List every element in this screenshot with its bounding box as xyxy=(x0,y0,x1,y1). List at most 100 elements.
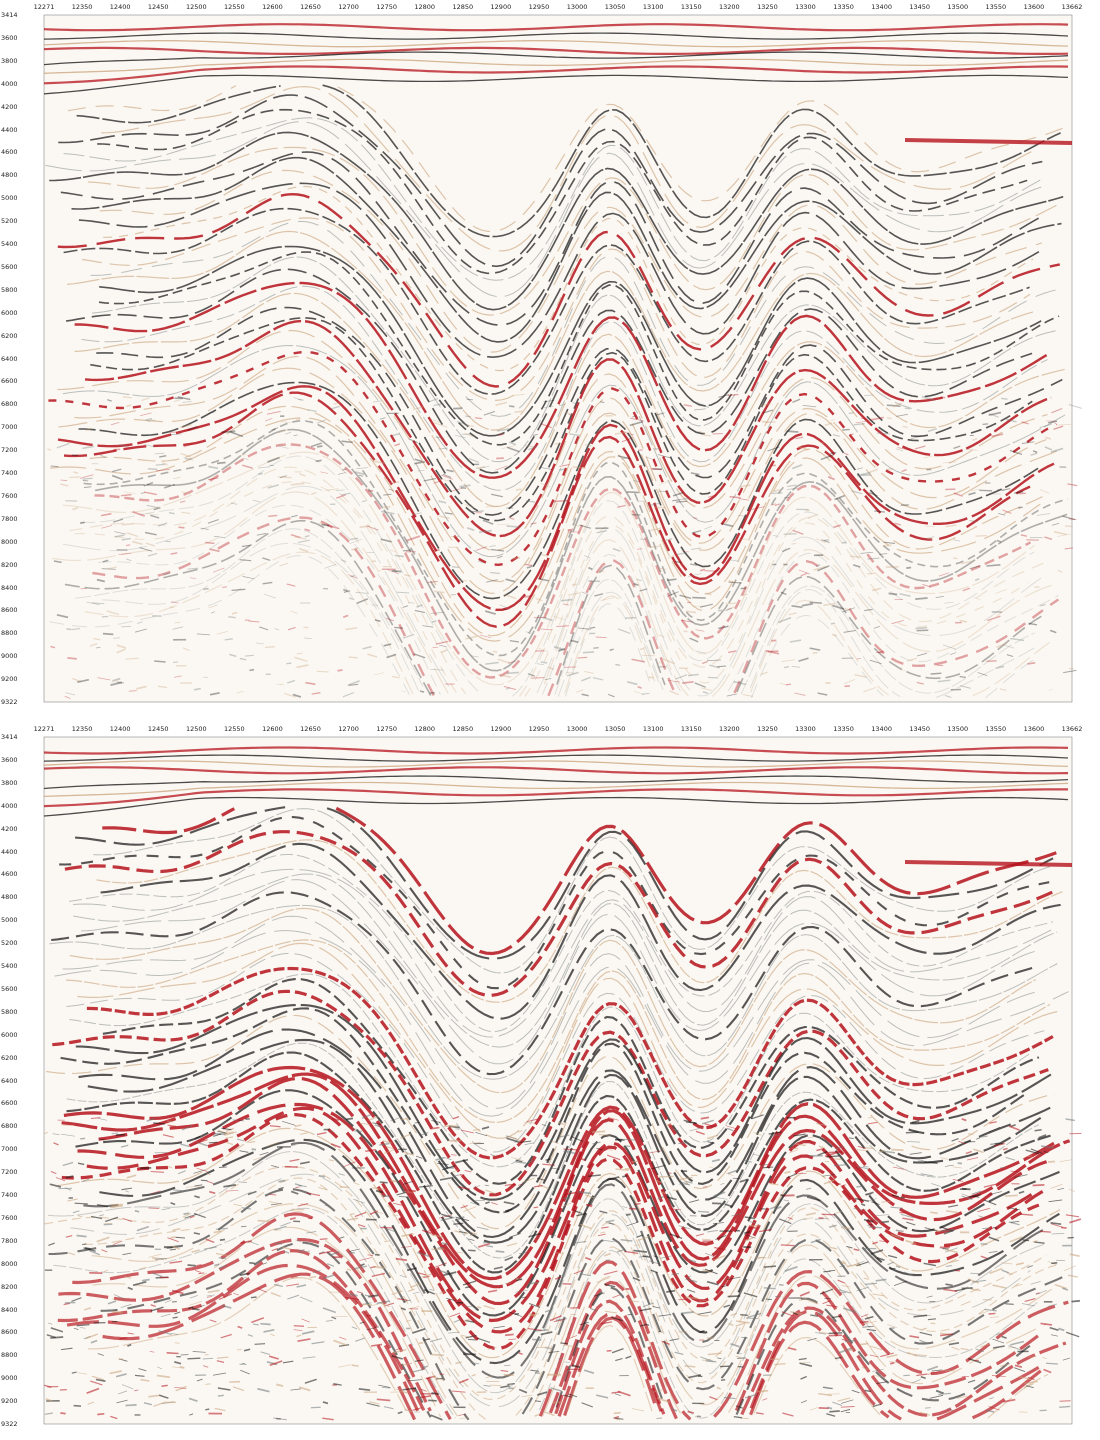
noise-mark xyxy=(735,1355,742,1359)
noise-mark xyxy=(578,627,591,630)
noise-mark xyxy=(655,412,665,416)
noise-mark xyxy=(688,1374,702,1379)
noise-mark xyxy=(60,1347,73,1351)
noise-mark xyxy=(623,1138,637,1141)
noise-mark xyxy=(961,1187,971,1191)
noise-mark xyxy=(205,1408,210,1411)
noise-mark xyxy=(390,481,400,484)
noise-mark xyxy=(881,1220,890,1224)
noise-mark xyxy=(856,1286,870,1292)
noise-mark xyxy=(996,1332,1005,1336)
noise-mark xyxy=(1001,1269,1009,1274)
noise-mark xyxy=(917,1159,924,1163)
noise-mark xyxy=(171,1366,185,1369)
y-tick-label: 4200 xyxy=(1,102,18,111)
noise-mark xyxy=(948,1259,960,1264)
noise-mark xyxy=(690,563,697,566)
noise-mark xyxy=(552,1168,560,1170)
noise-mark xyxy=(89,1249,101,1256)
noise-mark xyxy=(371,458,378,461)
x-tick-label: 13300 xyxy=(795,3,816,11)
noise-mark xyxy=(1018,1375,1032,1381)
x-tick-label: 13300 xyxy=(795,725,816,733)
noise-mark xyxy=(680,1311,694,1315)
noise-mark xyxy=(318,1186,328,1191)
noise-mark xyxy=(594,593,604,597)
noise-mark xyxy=(1038,1134,1047,1139)
noise-mark xyxy=(157,1366,163,1370)
noise-mark xyxy=(350,537,359,541)
noise-mark xyxy=(527,1328,542,1331)
noise-mark xyxy=(270,1333,275,1337)
noise-mark xyxy=(864,1315,874,1320)
reflector-line xyxy=(49,555,1040,699)
noise-mark xyxy=(442,473,452,478)
noise-mark xyxy=(968,491,976,496)
noise-mark xyxy=(96,646,101,649)
noise-mark xyxy=(555,1276,562,1280)
noise-mark xyxy=(277,429,288,434)
noise-mark xyxy=(857,1145,866,1150)
noise-mark xyxy=(127,1332,134,1335)
reflector-line xyxy=(43,23,1069,32)
noise-mark xyxy=(1015,1262,1024,1266)
noise-mark xyxy=(381,1386,391,1389)
noise-mark xyxy=(351,547,359,551)
reflector-line xyxy=(93,808,1054,974)
noise-mark xyxy=(920,1327,927,1331)
noise-mark xyxy=(121,1187,133,1191)
noise-mark xyxy=(782,1412,794,1417)
noise-mark xyxy=(495,401,508,406)
noise-mark xyxy=(641,654,656,657)
noise-mark xyxy=(402,1387,417,1391)
noise-mark xyxy=(475,466,486,470)
noise-mark xyxy=(798,1357,807,1361)
noise-mark xyxy=(427,580,438,584)
noise-mark xyxy=(1014,1367,1026,1373)
noise-mark xyxy=(82,445,95,450)
noise-mark xyxy=(124,1276,132,1279)
noise-mark xyxy=(478,529,492,534)
y-tick-label: 7400 xyxy=(1,1191,18,1199)
noise-mark xyxy=(739,593,748,597)
noise-mark xyxy=(558,648,566,652)
noise-mark xyxy=(687,1289,696,1293)
noise-mark xyxy=(841,1226,851,1230)
y-tick-label: 8400 xyxy=(1,1305,18,1314)
noise-mark xyxy=(840,1406,855,1408)
noise-mark xyxy=(727,1295,741,1298)
noise-mark xyxy=(331,1117,339,1122)
reflector-line xyxy=(84,551,1052,698)
noise-mark xyxy=(269,464,274,467)
noise-mark xyxy=(642,1255,651,1258)
reflector-line xyxy=(49,131,1064,311)
noise-mark xyxy=(1009,449,1023,456)
noise-mark xyxy=(171,1289,184,1295)
noise-mark xyxy=(1021,421,1029,425)
reflector-line xyxy=(60,151,1040,326)
noise-mark xyxy=(704,526,712,530)
noise-mark xyxy=(1065,525,1073,528)
reflector-line xyxy=(60,1007,1028,1214)
noise-mark xyxy=(944,602,954,604)
noise-mark xyxy=(1042,1356,1048,1360)
noise-mark xyxy=(408,1379,423,1382)
noise-mark xyxy=(1024,1380,1038,1385)
noise-mark xyxy=(433,548,440,552)
noise-mark xyxy=(948,1204,959,1208)
reflector-line xyxy=(84,319,1052,538)
noise-mark xyxy=(566,671,579,677)
noise-mark xyxy=(717,665,727,668)
y-tick-label: 6000 xyxy=(1,1030,18,1039)
noise-mark xyxy=(665,1123,672,1127)
noise-mark xyxy=(911,1379,921,1384)
reflector-line xyxy=(77,1102,1033,1323)
noise-mark xyxy=(290,534,301,539)
noise-mark xyxy=(188,1397,198,1403)
noise-mark xyxy=(485,1201,490,1205)
noise-mark xyxy=(649,1260,659,1265)
y-tick-label: 3414 xyxy=(1,11,18,19)
noise-mark xyxy=(613,1411,621,1415)
noise-mark xyxy=(503,1201,515,1205)
noise-mark xyxy=(959,685,972,689)
